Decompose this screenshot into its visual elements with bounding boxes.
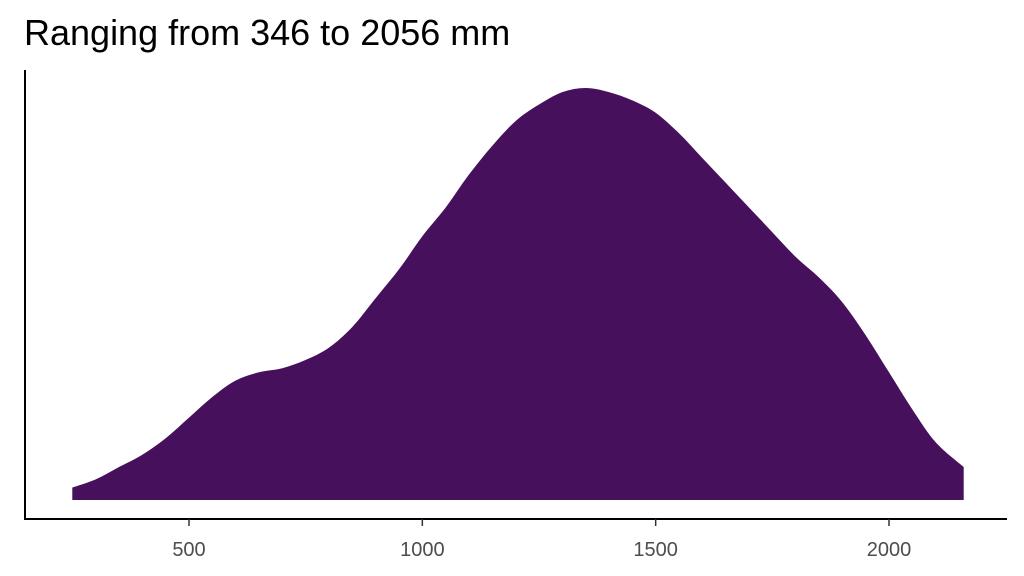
x-tick-label: 2000 bbox=[867, 539, 912, 561]
chart-title: Ranging from 346 to 2056 mm bbox=[24, 12, 511, 53]
x-tick-label: 1500 bbox=[633, 539, 678, 561]
x-axis-ticks: 500 1000 1500 2000 bbox=[172, 519, 911, 561]
density-area bbox=[72, 88, 964, 500]
x-tick-label: 1000 bbox=[400, 539, 445, 561]
area-layer bbox=[72, 88, 964, 500]
x-tick-label: 500 bbox=[172, 539, 205, 561]
